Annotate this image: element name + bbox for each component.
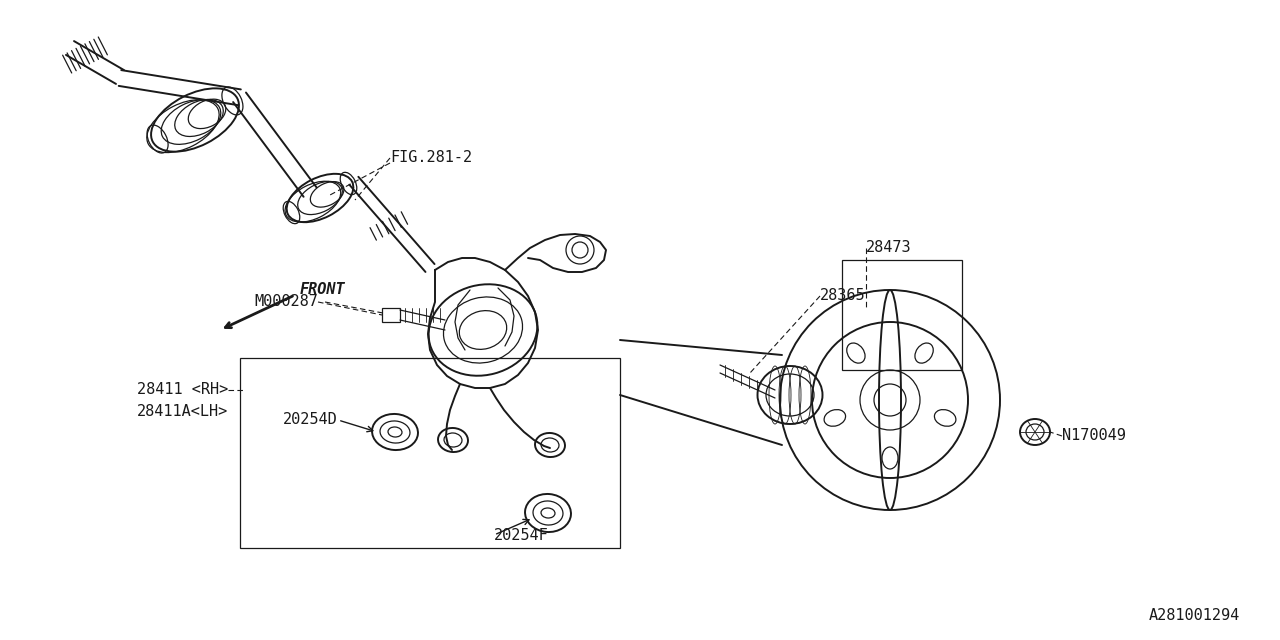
Text: A281001294: A281001294 xyxy=(1148,607,1240,623)
Text: 20254D: 20254D xyxy=(283,413,338,428)
Text: M000287: M000287 xyxy=(255,294,317,310)
Text: 28473: 28473 xyxy=(867,241,911,255)
Text: N170049: N170049 xyxy=(1062,429,1126,444)
Text: FRONT: FRONT xyxy=(300,282,346,298)
Bar xyxy=(842,260,963,370)
Bar xyxy=(241,358,620,548)
Text: 28411A<LH>: 28411A<LH> xyxy=(137,404,228,419)
Text: FIG.281-2: FIG.281-2 xyxy=(390,150,472,166)
Bar xyxy=(381,308,399,322)
Text: 28365: 28365 xyxy=(820,289,865,303)
Text: 20254F: 20254F xyxy=(494,527,549,543)
Text: 28411 <RH>: 28411 <RH> xyxy=(137,383,228,397)
